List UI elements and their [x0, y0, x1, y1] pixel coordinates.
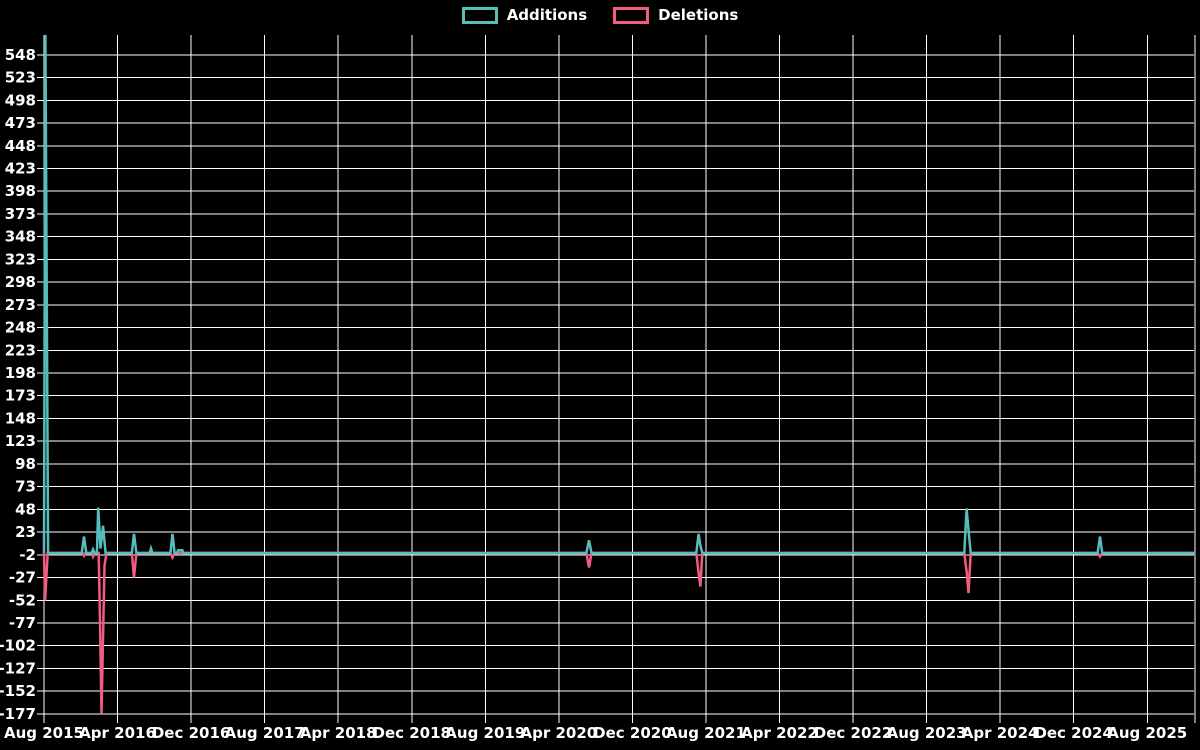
y-tick-label: 148	[5, 409, 36, 427]
y-tick-label: 98	[15, 455, 36, 473]
y-tick-label: -52	[9, 591, 36, 609]
y-tick-label: 423	[5, 159, 36, 177]
y-tick-label: 498	[5, 91, 36, 109]
y-tick-label: 273	[5, 296, 36, 314]
y-tick-label: -127	[0, 659, 36, 677]
x-tick-label: Dec 2022	[814, 724, 893, 742]
y-tick-label: 298	[5, 273, 36, 291]
deletions-legend-label: Deletions	[658, 6, 739, 24]
x-tick-label: Apr 2018	[300, 724, 377, 742]
y-tick-label: 523	[5, 69, 36, 87]
x-tick-label: Dec 2020	[593, 724, 672, 742]
y-tick-label: 123	[5, 432, 36, 450]
grid-horizontal-lines	[37, 54, 1194, 715]
data-series	[42, 34, 1196, 714]
x-tick-label: Aug 2019	[445, 724, 525, 742]
deletions-swatch-icon	[613, 7, 650, 24]
x-tick-label: Apr 2020	[520, 724, 597, 742]
y-tick-label: -77	[9, 614, 36, 632]
x-tick-label: Aug 2021	[666, 724, 746, 742]
y-tick-label: 48	[15, 500, 36, 518]
y-tick-label: 373	[5, 205, 36, 223]
x-tick-label: Aug 2015	[4, 724, 84, 742]
x-tick-label: Apr 2016	[79, 724, 156, 742]
x-tick-label: Dec 2024	[1034, 724, 1113, 742]
x-tick-label: Apr 2022	[741, 724, 818, 742]
grid-vertical-lines	[43, 35, 1196, 714]
y-tick-label: 323	[5, 250, 36, 268]
x-tick-label: Aug 2025	[1107, 724, 1187, 742]
y-tick-label: 448	[5, 137, 36, 155]
x-tick-label: Aug 2017	[225, 724, 305, 742]
x-tick-label: Aug 2023	[887, 724, 967, 742]
y-tick-label: -102	[0, 637, 36, 655]
y-tick-label: 398	[5, 182, 36, 200]
legend-item-additions[interactable]: Additions	[461, 6, 588, 24]
y-tick-label: -27	[9, 569, 36, 587]
y-tick-label: 73	[15, 478, 36, 496]
additions-legend-label: Additions	[506, 6, 588, 24]
y-axis-labels: 548 523 498 473 448 423 398 373 348 323 298 273 248 2…	[0, 46, 36, 723]
x-tick-label: Dec 2018	[373, 724, 452, 742]
x-tick-label: Dec 2016	[152, 724, 231, 742]
y-tick-label: -2	[19, 546, 36, 564]
y-tick-label: 248	[5, 319, 36, 337]
y-tick-label: -177	[0, 705, 36, 723]
y-tick-label: 548	[5, 46, 36, 64]
additions-line	[42, 34, 1196, 555]
y-tick-label: 23	[15, 523, 36, 541]
y-tick-label: 348	[5, 228, 36, 246]
y-tick-label: 198	[5, 364, 36, 382]
x-tick-label: Apr 2024	[962, 724, 1039, 742]
legend-item-deletions[interactable]: Deletions	[613, 7, 738, 24]
y-tick-label: -152	[0, 682, 36, 700]
chart-legend: Additions Deletions	[0, 7, 1200, 24]
y-tick-label: 473	[5, 114, 36, 132]
y-tick-label: 223	[5, 341, 36, 359]
y-tick-label: 173	[5, 387, 36, 405]
additions-swatch-icon	[461, 7, 498, 24]
axis-tick-marks	[43, 714, 1196, 723]
